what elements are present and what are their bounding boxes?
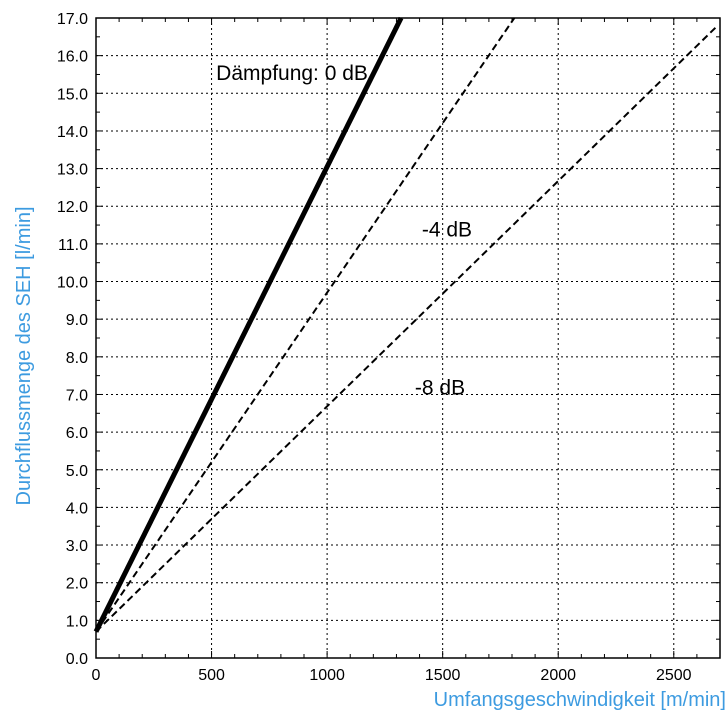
minor-ticks [95,17,721,659]
x-tick-label: 1000 [309,667,345,684]
y-tick-label: 13.0 [57,162,88,179]
y-tick-label: 2.0 [66,576,88,593]
y-tick-label: 6.0 [66,425,88,442]
y-tick-label: 1.0 [66,613,88,630]
x-axis-title: Umfangsgeschwindigkeit [m/min] [434,689,726,711]
x-tick-labels: 0 500 1000 1500 2000 2500 [92,667,692,684]
y-tick-label: 3.0 [66,538,88,555]
y-tick-label: 14.0 [57,124,88,141]
series-line-0 [93,16,404,633]
series-line-1 [95,17,516,633]
annotation-label: -4 dB [422,218,472,241]
x-tick-label: 2500 [656,667,692,684]
y-axis-title: Durchflussmenge des SEH [l/min] [13,206,35,505]
y-tick-label: 16.0 [57,49,88,66]
x-tick-label: 0 [92,667,101,684]
series-layer [93,16,719,633]
y-tick-label: 7.0 [66,387,88,404]
grid [96,18,720,658]
series-line-2 [95,24,719,633]
y-tick-label: 8.0 [66,350,88,367]
y-tick-label: 12.0 [57,199,88,216]
annotation-label: -8 dB [415,376,465,399]
annotations: Dämpfung: 0 dB -4 dB -8 dB [216,62,472,399]
annotation-label: Dämpfung: 0 dB [216,62,368,85]
y-tick-label: 11.0 [58,237,88,254]
y-tick-labels: 0.0 1.0 2.0 3.0 4.0 5.0 6.0 7.0 8.0 9.0 10.0 11.0 12… [57,11,88,668]
y-tick-label: 17.0 [57,11,88,28]
y-tick-label: 0.0 [66,651,88,668]
x-tick-label: 2000 [540,667,576,684]
y-tick-label: 9.0 [66,312,88,329]
y-tick-label: 15.0 [57,86,88,103]
y-tick-label: 5.0 [66,463,88,480]
y-tick-label: 10.0 [57,275,88,292]
x-tick-label: 500 [198,667,225,684]
x-tick-label: 1500 [425,667,461,684]
y-tick-label: 4.0 [66,500,88,517]
